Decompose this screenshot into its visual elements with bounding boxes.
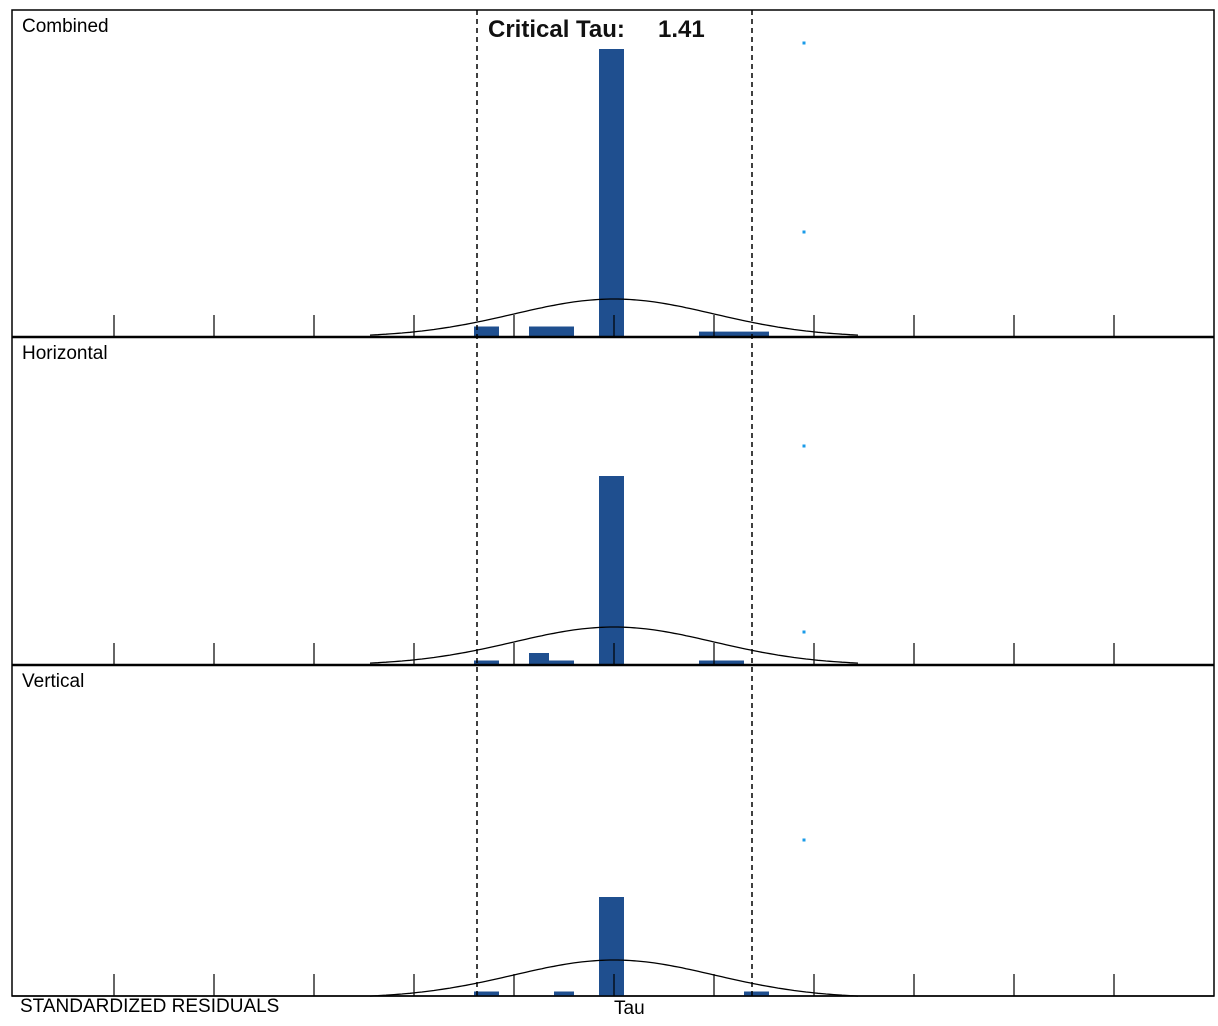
- marker-dot: [802, 444, 806, 448]
- critical-tau-label: Critical Tau:: [488, 16, 625, 43]
- histogram-bar: [549, 660, 574, 665]
- histogram-bar: [744, 991, 769, 996]
- panel-title: Vertical: [22, 671, 84, 692]
- panel-combined: Combined: [12, 16, 1214, 339]
- histogram-bar: [474, 660, 499, 665]
- critical-tau-lines: [476, 10, 753, 996]
- marker-dot: [802, 838, 806, 842]
- panel-horizontal: Horizontal: [12, 343, 1214, 667]
- normal-curve: [369, 626, 859, 664]
- histogram-bar: [554, 991, 574, 996]
- critical-tau-value: 1.41: [658, 16, 705, 43]
- histogram-bar: [474, 991, 499, 996]
- marker-dot: [802, 41, 806, 45]
- histogram-bar: [699, 660, 744, 665]
- histogram-bar: [529, 653, 549, 665]
- histogram-bar: [599, 476, 624, 665]
- histogram-bar: [599, 49, 624, 337]
- marker-dot: [802, 230, 806, 234]
- marker-dot: [802, 630, 806, 634]
- histogram-bar: [699, 331, 769, 337]
- histogram-bar: [474, 326, 499, 337]
- tau-axis-label: Tau: [614, 998, 645, 1019]
- normal-curve: [369, 298, 859, 336]
- panel-vertical: Vertical: [12, 671, 1214, 997]
- panels: Combined Horizontal Vertical: [11, 9, 1215, 997]
- panel-title: Combined: [22, 16, 109, 37]
- histogram-bar: [529, 326, 574, 337]
- histogram-bar: [599, 897, 624, 996]
- normal-curve: [369, 959, 859, 997]
- standardized-residuals-label: STANDARDIZED RESIDUALS: [20, 996, 279, 1017]
- panel-title: Horizontal: [22, 343, 108, 364]
